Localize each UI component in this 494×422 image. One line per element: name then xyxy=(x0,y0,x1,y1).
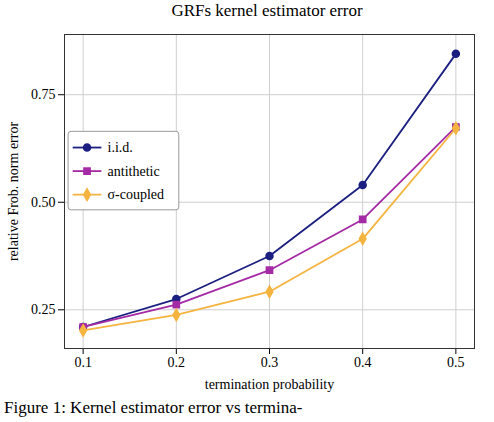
svg-text:i.i.d.: i.i.d. xyxy=(108,140,133,155)
svg-text:0.5: 0.5 xyxy=(447,355,465,370)
svg-text:0.50: 0.50 xyxy=(31,195,56,210)
html-text:GRFs kernel estimator error: GRFs kernel estimator error xyxy=(171,1,363,20)
svg-text:0.2: 0.2 xyxy=(168,355,186,370)
svg-text:0.4: 0.4 xyxy=(354,355,372,370)
svg-text:antithetic: antithetic xyxy=(108,164,160,179)
svg-text:termination probability: termination probability xyxy=(205,377,334,392)
svg-text:0.1: 0.1 xyxy=(74,355,92,370)
svg-text:0.3: 0.3 xyxy=(261,355,279,370)
html-text:Figure 1: Kernel estimator err: Figure 1: Kernel estimator error vs term… xyxy=(4,398,303,417)
svg-text:σ-coupled: σ-coupled xyxy=(108,187,165,202)
svg-text:0.25: 0.25 xyxy=(31,302,56,317)
svg-text:0.75: 0.75 xyxy=(31,87,56,102)
svg-text:relative Frob. norm error: relative Frob. norm error xyxy=(6,122,21,262)
